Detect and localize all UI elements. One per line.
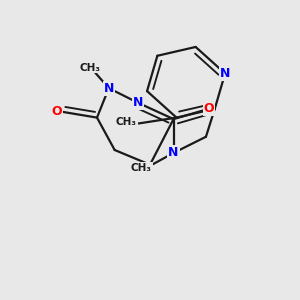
Text: N: N — [168, 146, 179, 159]
Text: CH₃: CH₃ — [116, 117, 137, 127]
Text: N: N — [220, 67, 230, 80]
Text: O: O — [51, 105, 62, 118]
Text: CH₃: CH₃ — [79, 63, 100, 73]
Text: N: N — [103, 82, 114, 95]
Text: CH₃: CH₃ — [131, 163, 152, 173]
Text: N: N — [133, 96, 143, 110]
Text: O: O — [204, 102, 214, 115]
